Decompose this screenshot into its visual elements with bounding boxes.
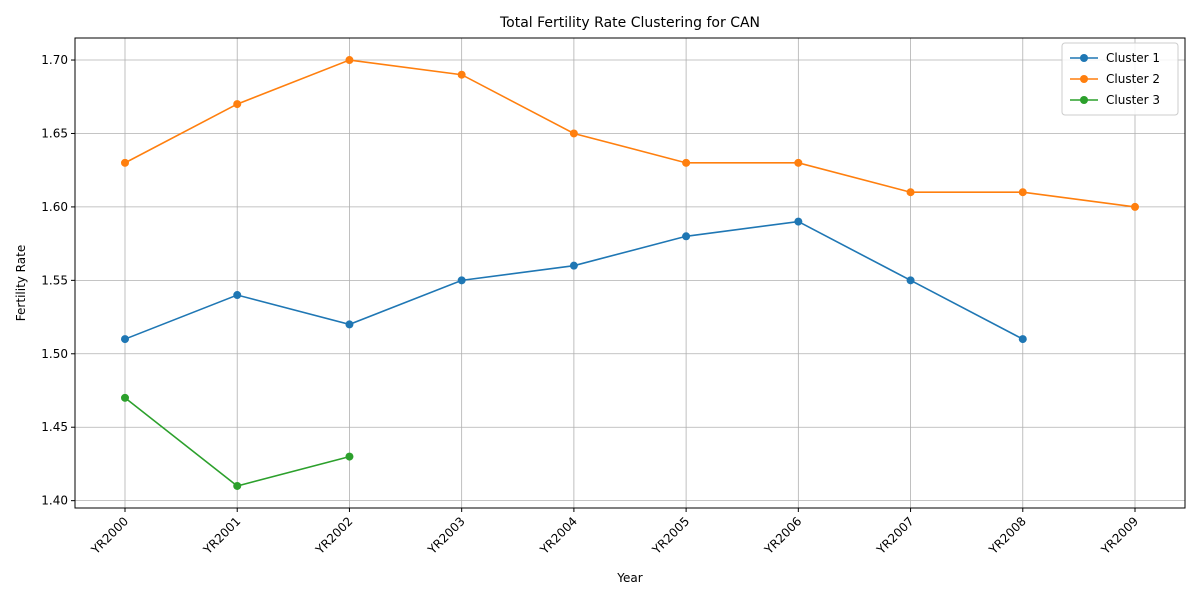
x-tick-label: YR2007 xyxy=(873,514,916,557)
y-tick-label: 1.50 xyxy=(41,347,68,361)
data-point-cluster-2 xyxy=(794,158,803,167)
x-axis: YR2000 YR2001 YR2002 YR2003 YR2004 YR2005 YR20… xyxy=(88,508,1141,558)
x-tick-label: YR2000 xyxy=(88,514,131,557)
y-axis-title: Fertility Rate xyxy=(14,245,28,321)
data-point-cluster-1 xyxy=(121,335,129,344)
y-tick-label: 1.40 xyxy=(41,494,68,508)
x-tick-label: YR2006 xyxy=(761,514,804,557)
data-point-cluster-1 xyxy=(1018,335,1027,344)
data-point-cluster-2 xyxy=(233,100,242,109)
y-tick-label: 1.70 xyxy=(41,53,68,67)
data-point-cluster-1 xyxy=(345,320,354,329)
x-tick-label: YR2003 xyxy=(424,514,467,557)
y-tick-label: 1.60 xyxy=(41,200,68,214)
legend-label: Cluster 2 xyxy=(1106,72,1160,86)
y-tick-label: 1.45 xyxy=(41,420,68,434)
data-point-cluster-2 xyxy=(1131,202,1139,211)
y-tick-label: 1.55 xyxy=(41,273,68,287)
data-point-cluster-2 xyxy=(906,188,915,197)
grid xyxy=(75,38,1185,508)
y-tick-label: 1.65 xyxy=(41,126,68,140)
y-axis: 1.40 1.45 1.50 1.55 1.60 1.65 1.70 xyxy=(41,53,75,508)
data-point-cluster-1 xyxy=(682,232,691,241)
data-point-cluster-2 xyxy=(121,158,129,167)
data-point-cluster-1 xyxy=(233,291,242,300)
x-tick-label: YR2004 xyxy=(537,514,580,557)
legend: Cluster 1 Cluster 2 Cluster 3 xyxy=(1061,42,1179,116)
data-point-cluster-2 xyxy=(682,158,691,167)
data-point-cluster-3 xyxy=(121,393,129,402)
data-point-cluster-2 xyxy=(569,129,578,138)
data-point-cluster-1 xyxy=(569,261,578,270)
x-tick-label: YR2008 xyxy=(986,514,1029,557)
series xyxy=(121,56,1139,490)
legend-swatch-marker xyxy=(1080,96,1088,104)
x-tick-label: YR2005 xyxy=(649,514,692,557)
legend-box xyxy=(1061,42,1179,116)
series-line-cluster-2 xyxy=(124,59,1136,208)
data-point-cluster-2 xyxy=(1018,188,1027,197)
x-tick-label: YR2001 xyxy=(200,514,243,557)
data-point-cluster-3 xyxy=(345,452,354,461)
data-point-cluster-1 xyxy=(457,276,466,285)
plot-area xyxy=(74,37,1186,509)
legend-label: Cluster 3 xyxy=(1106,93,1160,107)
data-point-cluster-1 xyxy=(906,276,915,285)
legend-label: Cluster 1 xyxy=(1106,51,1160,65)
data-point-cluster-3 xyxy=(233,481,242,490)
chart-title: Total Fertility Rate Clustering for CAN xyxy=(499,15,760,31)
data-point-cluster-2 xyxy=(457,70,466,79)
x-tick-label: YR2009 xyxy=(1098,514,1141,557)
data-point-cluster-1 xyxy=(794,217,803,226)
legend-swatch-marker xyxy=(1080,54,1088,62)
x-tick-label: YR2002 xyxy=(312,514,355,557)
x-axis-title: Year xyxy=(616,571,642,585)
data-point-cluster-2 xyxy=(345,56,354,65)
legend-swatch-marker xyxy=(1080,75,1088,83)
